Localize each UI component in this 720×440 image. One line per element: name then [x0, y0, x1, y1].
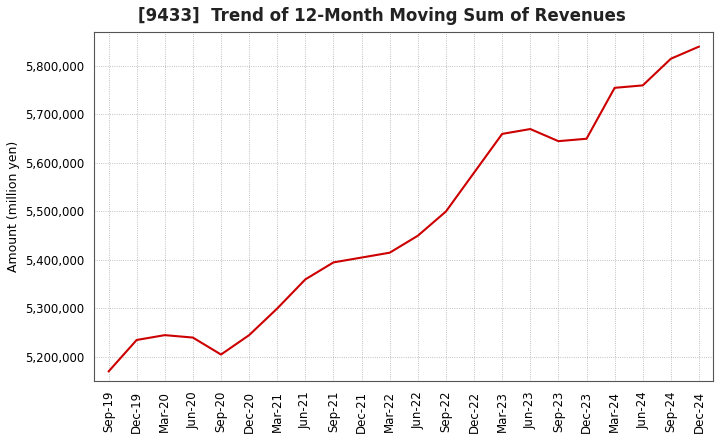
Text: [9433]  Trend of 12-Month Moving Sum of Revenues: [9433] Trend of 12-Month Moving Sum of R…	[138, 7, 626, 25]
Y-axis label: Amount (million yen): Amount (million yen)	[7, 141, 20, 272]
